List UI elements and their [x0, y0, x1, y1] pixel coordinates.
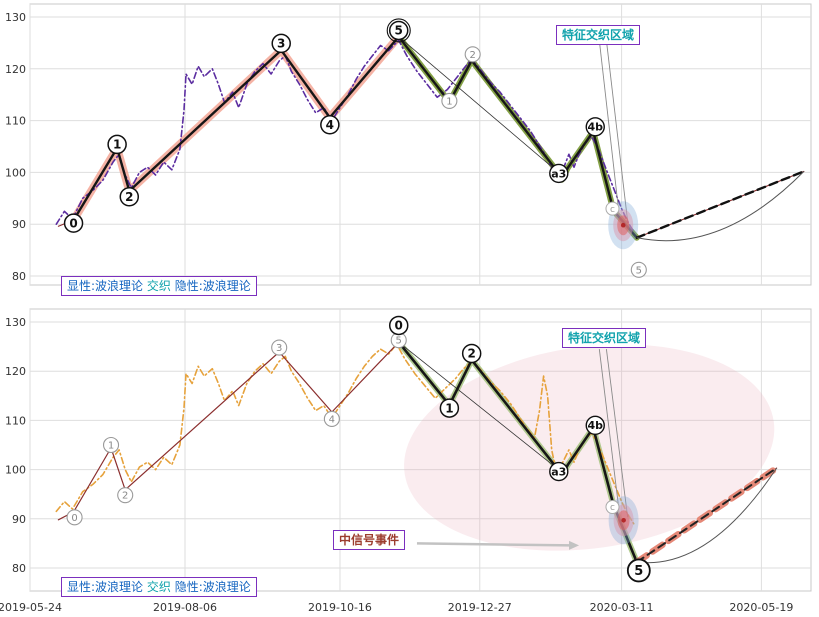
svg-text:4b: 4b — [587, 419, 603, 432]
callout-line — [605, 40, 629, 222]
x-tick-label: 2019-10-16 — [308, 601, 372, 614]
svg-text:3: 3 — [276, 343, 282, 354]
trend-line-0-a — [398, 341, 556, 468]
x-tick-label: 2019-12-27 — [448, 601, 512, 614]
wave-marker-5: 5 — [626, 558, 651, 583]
x-tick-label: 2020-05-19 — [729, 601, 793, 614]
signal-arrow-head — [569, 540, 580, 550]
legend-implicit-label: 隐性:波浪理论 — [174, 580, 251, 594]
projection-arc — [636, 467, 777, 564]
projection-dashed — [635, 467, 778, 564]
wave-marker-4: 4 — [323, 410, 340, 427]
svg-text:4: 4 — [329, 414, 335, 425]
svg-text:c: c — [610, 205, 615, 215]
y-tick-label: 100 — [5, 464, 26, 477]
y-tick-label: 110 — [5, 115, 26, 128]
svg-text:2: 2 — [122, 491, 128, 502]
y-tick-label: 100 — [5, 166, 26, 179]
projection-arc — [636, 171, 805, 242]
legend-implicit-label: 隐性:波浪理论 — [174, 279, 251, 293]
svg-text:3: 3 — [277, 37, 285, 51]
svg-text:a3: a3 — [551, 167, 566, 180]
svg-text:2: 2 — [469, 50, 475, 61]
projection-dashed — [635, 170, 806, 239]
wave-marker-2: 2 — [461, 343, 482, 364]
wave-marker-0: 0 — [388, 315, 409, 336]
wave-marker-4b: 4b — [585, 117, 605, 137]
price-line-bold — [72, 35, 638, 239]
wave-marker-0: 0 — [63, 213, 84, 233]
svg-text:1: 1 — [108, 441, 114, 452]
wave-marker-3: 3 — [271, 339, 288, 356]
legend-middle-label: 交织 — [146, 580, 171, 594]
y-tick-label: 80 — [12, 270, 26, 283]
svg-text:1: 1 — [113, 138, 121, 152]
svg-text:1: 1 — [446, 96, 452, 107]
wave-marker-2: 2 — [464, 46, 481, 63]
legend-bottom: 显性:波浪理论 交织 隐性:波浪理论 — [61, 577, 257, 597]
wave-marker-3: 3 — [271, 33, 291, 54]
legend-explicit-label: 显性:波浪理论 — [67, 279, 144, 293]
callout-line — [605, 349, 629, 518]
svg-text:5: 5 — [634, 564, 643, 579]
svg-text:4b: 4b — [587, 121, 603, 134]
wave-marker-c: c — [605, 499, 620, 514]
y-tick-label: 90 — [12, 218, 26, 231]
x-tick-label: 2019-05-24 — [0, 601, 62, 614]
wave-marker-0: 0 — [66, 509, 83, 526]
legend-middle-label: 交织 — [146, 279, 171, 293]
feature-zone-label-bottom: 特征交织区域 — [562, 328, 647, 348]
wave-marker-a3: a3 — [549, 163, 569, 184]
svg-text:2: 2 — [467, 347, 475, 361]
y-tick-label: 130 — [5, 316, 26, 329]
y-tick-label: 80 — [12, 562, 26, 575]
feature-zone-label-top: 特征交织区域 — [556, 25, 641, 45]
wave-marker-4: 4 — [320, 114, 340, 135]
svg-text:c: c — [610, 503, 615, 513]
wave-marker-2: 2 — [117, 487, 134, 504]
svg-text:0: 0 — [71, 513, 77, 524]
signal-event-label: 中信号事件 — [333, 530, 406, 550]
wave-marker-1: 1 — [107, 134, 127, 155]
x-tick-label: 2019-08-06 — [153, 601, 217, 614]
panel-top: 130 120 110 100 90 80 0 1 2 3 4 5 1 2 a3 4b c 5 — [5, 3, 812, 286]
signal-glow — [608, 201, 639, 250]
wave-marker-5: 5 — [386, 18, 411, 43]
wave-marker-1: 1 — [441, 92, 458, 109]
y-tick-label: 120 — [5, 63, 26, 76]
svg-text:5: 5 — [395, 24, 403, 38]
panel-bottom: 130 120 110 100 90 80 0 1 2 3 4 5 0 1 2 a3 4b c 5 — [5, 308, 812, 592]
y-tick-label: 110 — [5, 414, 26, 427]
svg-text:a3: a3 — [551, 465, 566, 478]
svg-text:1: 1 — [445, 401, 453, 415]
y-tick-label: 120 — [5, 365, 26, 378]
legend-explicit-label: 显性:波浪理论 — [67, 580, 144, 594]
wave-marker-4b: 4b — [585, 415, 605, 436]
y-tick-label: 130 — [5, 11, 26, 24]
svg-text:0: 0 — [69, 216, 77, 230]
wave-marker-1: 1 — [102, 436, 120, 454]
wave-marker-c: c — [605, 201, 620, 216]
x-tick-label: 2020-03-11 — [590, 601, 654, 614]
svg-text:5: 5 — [636, 265, 642, 276]
trend-line-5-a — [398, 36, 556, 170]
wave-marker-2: 2 — [119, 186, 140, 207]
wave-marker-a3: a3 — [549, 461, 569, 482]
wave-marker-5: 5 — [630, 261, 647, 278]
svg-text:5: 5 — [396, 336, 402, 347]
wave-marker-1: 1 — [439, 398, 460, 418]
svg-text:4: 4 — [326, 118, 334, 132]
svg-text:2: 2 — [125, 190, 133, 204]
callout-line — [598, 40, 620, 210]
y-tick-label: 90 — [12, 513, 26, 526]
legend-top: 显性:波浪理论 交织 隐性:波浪理论 — [61, 276, 257, 296]
svg-text:0: 0 — [395, 319, 403, 333]
callout-line — [598, 349, 619, 507]
signal-arrow — [416, 542, 572, 547]
